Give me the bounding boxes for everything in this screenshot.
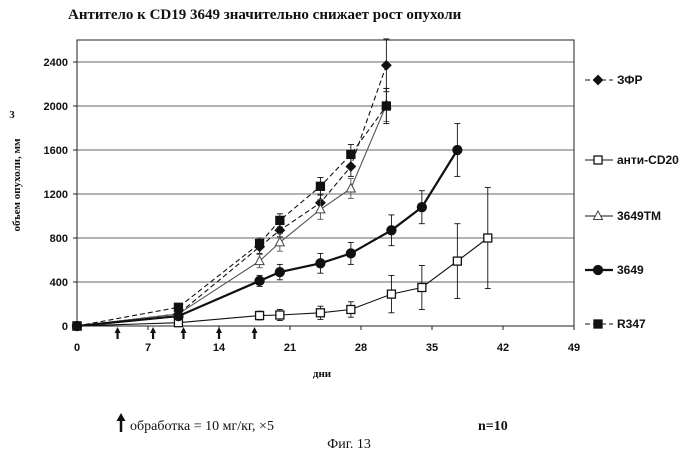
treatment-text: обработка = 10 мг/кг, ×5 — [130, 419, 274, 434]
treatment-arrow-head-icon — [252, 327, 258, 333]
treatment-arrow-head-icon — [150, 327, 156, 333]
gridlines — [77, 62, 574, 282]
data-point — [484, 234, 492, 242]
data-point — [316, 182, 324, 190]
data-point — [417, 203, 426, 212]
legend: ЗФР анти-CD20 3649TM 3649 R347 — [585, 73, 679, 331]
data-point — [316, 204, 325, 213]
series-0 — [73, 39, 391, 331]
footer-arrow-head-icon — [117, 413, 126, 421]
y-tick-label: 1600 — [44, 145, 68, 157]
legend-label: 3649 — [617, 263, 644, 277]
treatment-arrows — [115, 327, 258, 339]
y-tick-label: 400 — [50, 277, 68, 289]
legend-label: ЗФР — [617, 73, 642, 87]
legend-marker — [594, 211, 603, 220]
treatment-arrow-head-icon — [181, 327, 187, 333]
legend-label: анти-CD20 — [617, 153, 679, 167]
x-axis-label: дни — [313, 368, 332, 380]
y-tick-label: 2000 — [44, 101, 68, 113]
x-tick-label: 14 — [213, 342, 226, 354]
data-point — [275, 237, 284, 246]
legend-marker — [594, 266, 603, 275]
data-point — [387, 290, 395, 298]
data-point — [382, 102, 390, 110]
data-point — [256, 312, 264, 320]
data-point — [346, 184, 355, 193]
y-axis-label-group: объем опухоли, мм — [11, 138, 23, 232]
x-tick-label: 35 — [426, 342, 438, 354]
tumor-growth-chart: Антитело к CD19 3649 значительно снижает… — [0, 0, 699, 454]
chart-title: Антитело к CD19 3649 значительно снижает… — [68, 7, 462, 23]
legend-label: R347 — [617, 317, 646, 331]
y-axis-label: объем опухоли, мм — [11, 138, 23, 232]
legend-label: 3649TM — [617, 209, 661, 223]
data-point — [347, 150, 355, 158]
x-tick-label: 0 — [74, 342, 80, 354]
data-point — [174, 303, 182, 311]
x-tick-label: 42 — [497, 342, 509, 354]
data-point — [73, 322, 81, 330]
y-tick-label: 800 — [50, 233, 68, 245]
data-point — [255, 276, 264, 285]
x-tick-label: 49 — [568, 342, 580, 354]
x-tick-label: 7 — [145, 342, 151, 354]
series-3 — [73, 124, 462, 331]
data-point — [316, 259, 325, 268]
data-point — [387, 226, 396, 235]
x-tick-label: 21 — [284, 342, 296, 354]
data-point — [346, 249, 355, 258]
data-point — [347, 306, 355, 314]
y-tick-label: 2400 — [44, 57, 68, 69]
figure-caption: Фиг. 13 — [327, 437, 371, 452]
x-tick-label: 28 — [355, 342, 367, 354]
data-point — [453, 257, 461, 265]
y-tick-label: 1200 — [44, 189, 68, 201]
data-point — [255, 256, 264, 265]
data-point — [418, 284, 426, 292]
plot-area — [77, 40, 574, 326]
legend-marker — [594, 320, 602, 328]
y-axis-ticks: 0 400 800 1200 1600 2000 2400 — [44, 57, 77, 333]
data-point — [453, 146, 462, 155]
x-axis-ticks: 0 7 14 21 28 35 42 49 — [74, 326, 580, 354]
series-layer — [73, 39, 492, 331]
legend-marker — [594, 156, 602, 164]
data-point — [276, 311, 284, 319]
data-point — [174, 312, 183, 321]
treatment-arrow-head-icon — [115, 327, 121, 333]
legend-marker — [594, 76, 603, 85]
y-axis-label-superscript: 3 — [9, 109, 15, 121]
y-tick-label: 0 — [62, 321, 68, 333]
sample-size: n=10 — [478, 419, 508, 434]
treatment-note: обработка = 10 мг/кг, ×5 — [117, 413, 274, 434]
data-point — [316, 309, 324, 317]
data-point — [256, 240, 264, 248]
series-1 — [73, 187, 492, 330]
data-point — [276, 216, 284, 224]
data-point — [275, 268, 284, 277]
treatment-arrow-head-icon — [216, 327, 222, 333]
